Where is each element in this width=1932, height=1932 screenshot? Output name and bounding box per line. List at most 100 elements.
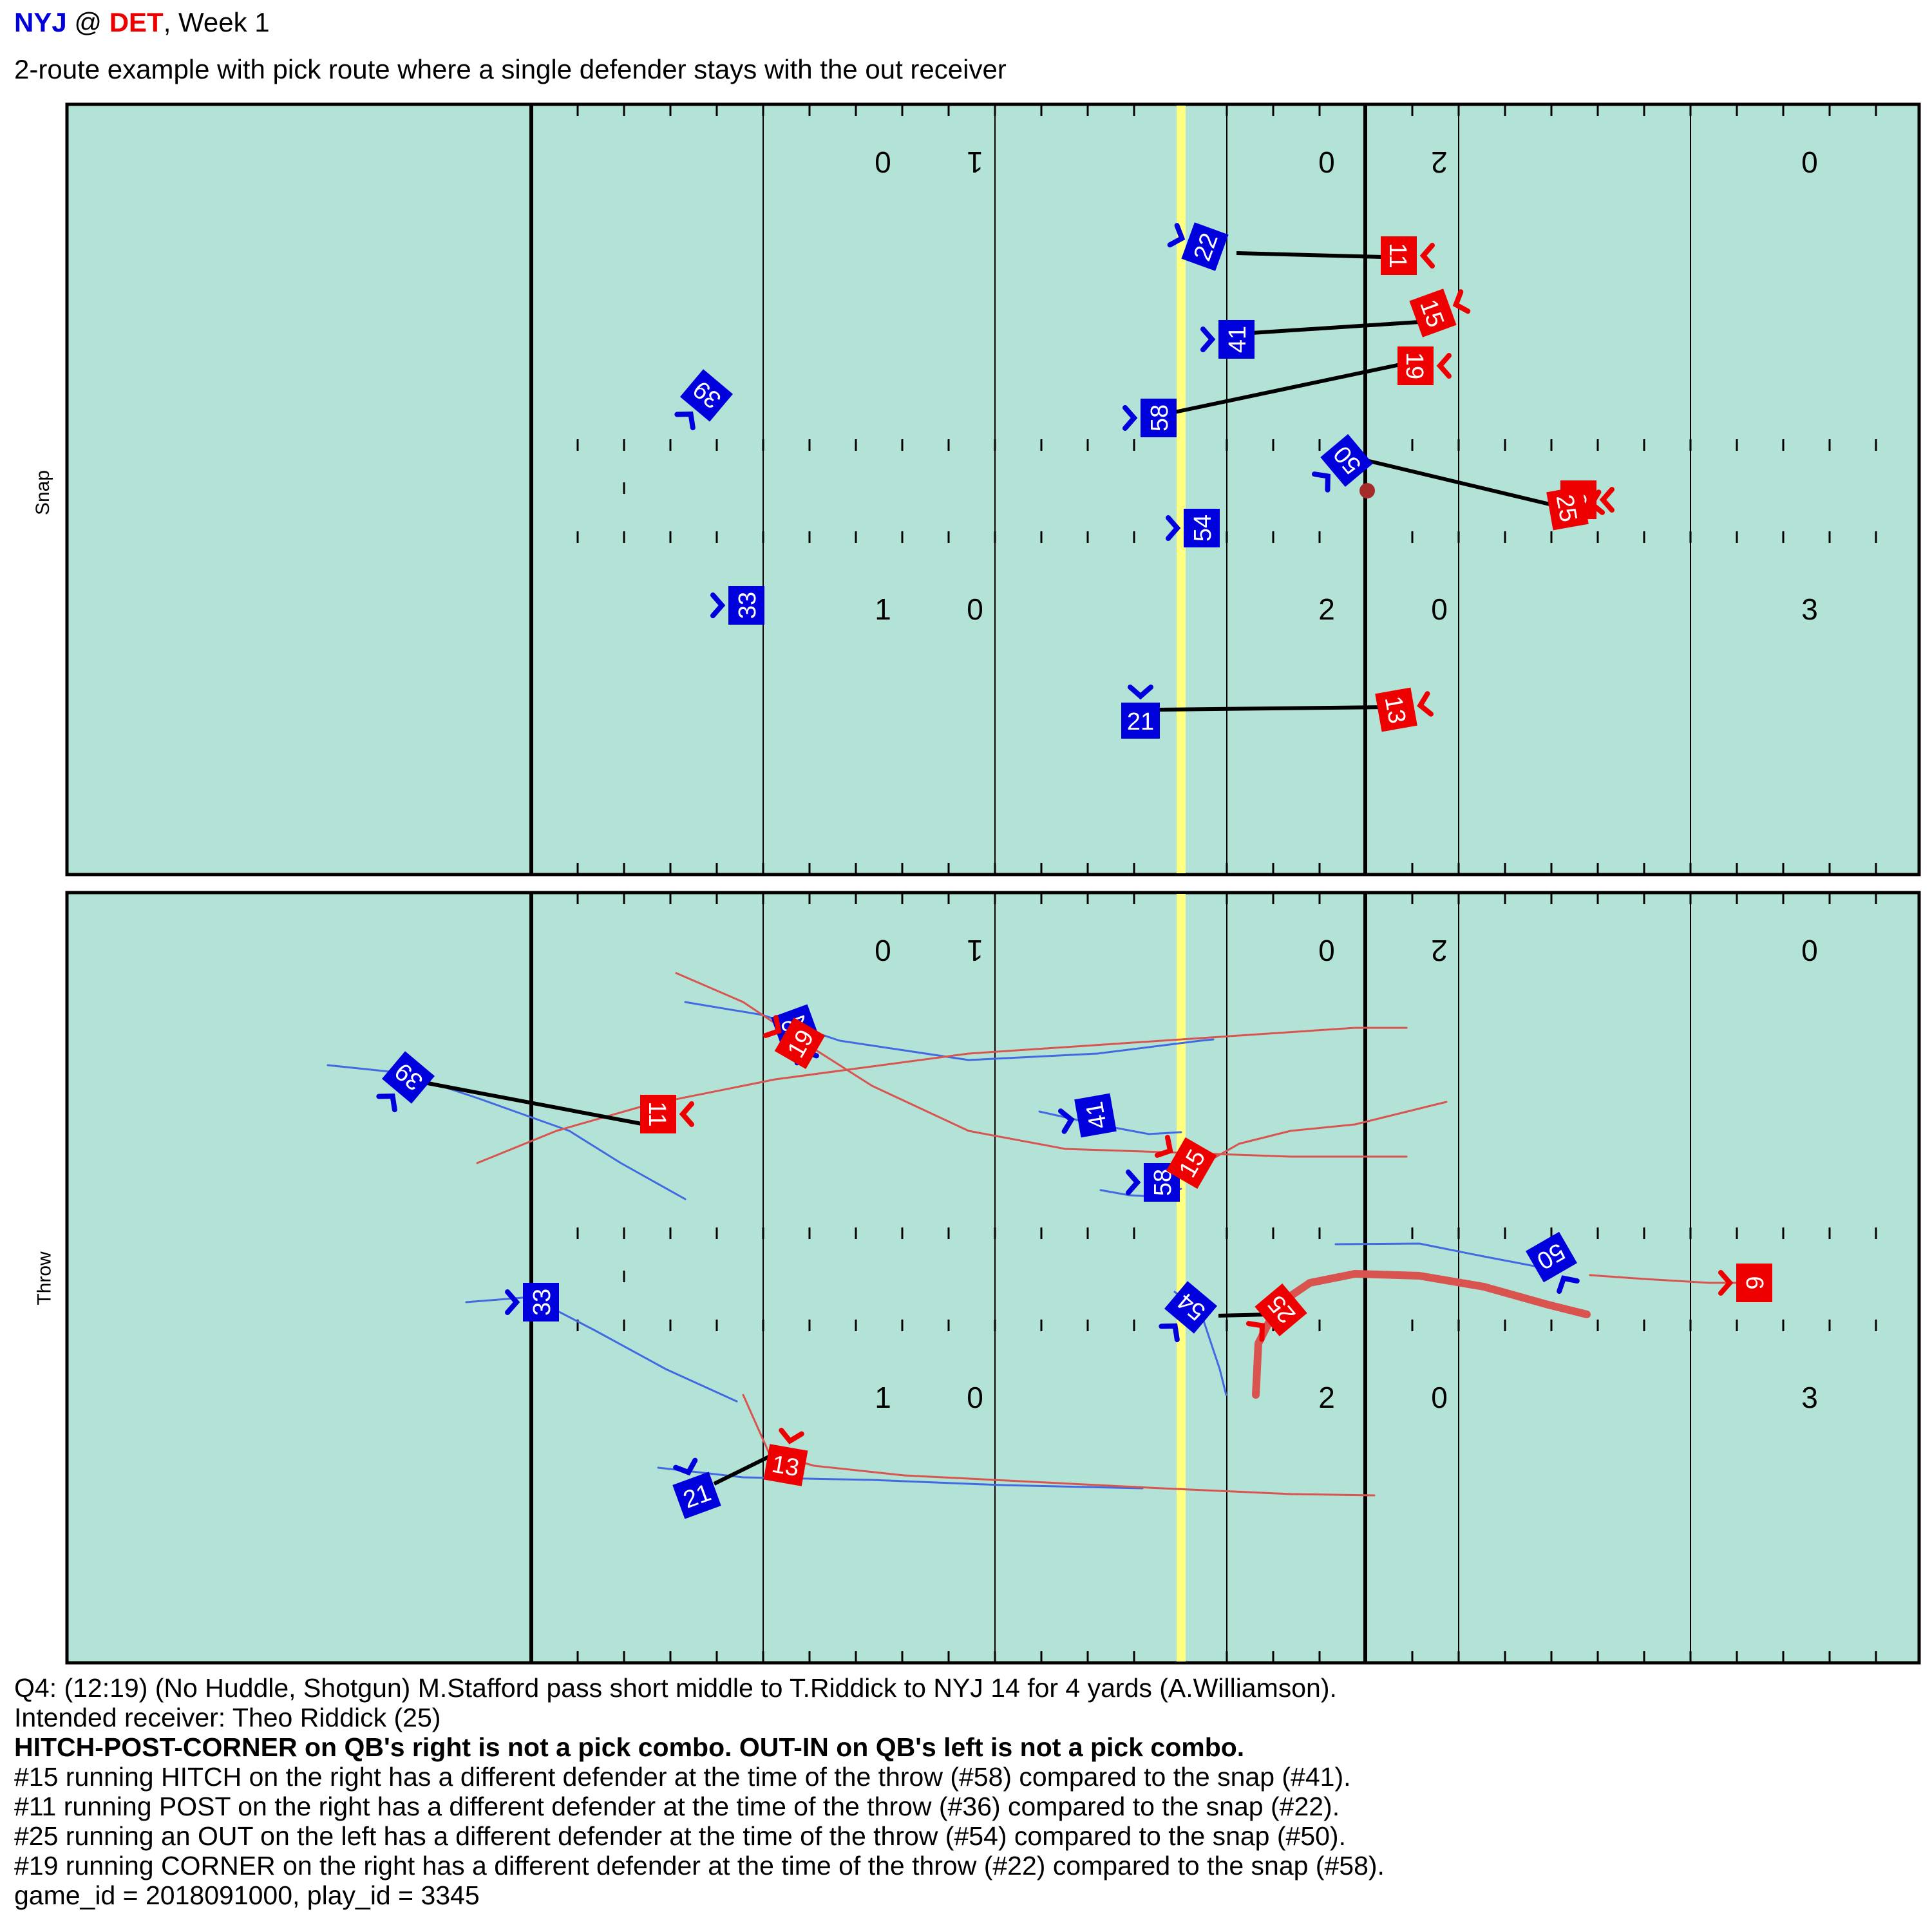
player-box bbox=[382, 1051, 435, 1104]
receiver-route bbox=[476, 1027, 1408, 1164]
player-box bbox=[1546, 486, 1589, 531]
matchup-line bbox=[1158, 705, 1388, 712]
facing-chevron bbox=[1311, 471, 1331, 493]
line-of-scrimmage bbox=[1177, 894, 1186, 1662]
player-box bbox=[1409, 289, 1457, 337]
yard-number: 0 bbox=[875, 934, 891, 967]
field-background bbox=[65, 891, 1921, 1665]
jersey-number: 54 bbox=[1189, 515, 1217, 542]
jersey-number: 41 bbox=[1224, 326, 1251, 353]
yard-number: 1 bbox=[967, 146, 983, 179]
yard-number: 1 bbox=[967, 934, 983, 967]
receiver-marker: 19 bbox=[762, 1015, 826, 1069]
player-box bbox=[1121, 703, 1160, 739]
facing-chevron bbox=[710, 592, 726, 618]
field-background bbox=[65, 102, 1921, 876]
matchup-line bbox=[427, 1081, 652, 1128]
player-box bbox=[640, 1095, 676, 1133]
yard-number: 0 bbox=[1318, 934, 1335, 967]
facing-chevron bbox=[1599, 487, 1615, 513]
facing-chevron bbox=[679, 1101, 694, 1127]
receiver-marker: 13 bbox=[1375, 687, 1434, 732]
jersey-number: 11 bbox=[1384, 243, 1411, 268]
player-box bbox=[1375, 687, 1417, 732]
receiver-marker: 25 bbox=[1546, 486, 1605, 531]
jersey-number: 11 bbox=[643, 1101, 670, 1126]
route-note: #19 running CORNER on the right has a di… bbox=[14, 1851, 1385, 1880]
defender-marker: 22 bbox=[1167, 222, 1229, 271]
player-box bbox=[1736, 1264, 1772, 1302]
throw-panel-field: 0102010203392841583354502111191525913 bbox=[65, 891, 1921, 1665]
facing-chevron bbox=[1557, 1275, 1580, 1294]
player-box bbox=[1526, 1231, 1577, 1283]
yard-number: 0 bbox=[967, 592, 983, 626]
receiver-route bbox=[1252, 1270, 1591, 1399]
intended-receiver: Intended receiver: Theo Riddick (25) bbox=[14, 1703, 441, 1732]
matchup-line bbox=[1251, 320, 1420, 335]
facing-chevron bbox=[674, 412, 696, 431]
yard-number: 2 bbox=[1318, 592, 1335, 626]
matchup-line bbox=[713, 1455, 770, 1486]
yard-number: 0 bbox=[1801, 146, 1818, 179]
football-marker bbox=[1359, 483, 1375, 498]
snap-panel-field: 0102010203224158395054332111151992513 bbox=[65, 102, 1921, 876]
away-team: NYJ bbox=[14, 7, 67, 37]
facing-chevron bbox=[1154, 1135, 1173, 1158]
facing-chevron bbox=[376, 1094, 397, 1113]
jersey-number: 21 bbox=[1127, 708, 1154, 735]
player-box bbox=[523, 1283, 559, 1321]
chart-title: NYJ @ DET, Week 1 bbox=[14, 6, 270, 39]
facing-chevron bbox=[1452, 289, 1471, 314]
defender-marker: 41 bbox=[1058, 1093, 1117, 1138]
facing-chevron bbox=[1159, 1323, 1180, 1343]
chart-subtitle: 2-route example with pick route where a … bbox=[14, 54, 1007, 84]
player-box bbox=[1166, 1137, 1217, 1189]
defender-marker: 50 bbox=[1526, 1231, 1580, 1294]
yard-number: 0 bbox=[875, 146, 891, 179]
defender-track bbox=[465, 1296, 738, 1403]
jersey-number: 19 bbox=[1401, 352, 1428, 379]
player-box bbox=[1397, 346, 1434, 385]
player-box bbox=[763, 1444, 808, 1486]
route-note: #25 running an OUT on the left has a dif… bbox=[14, 1821, 1346, 1851]
jersey-number: 9 bbox=[1742, 1276, 1769, 1289]
jersey-number: 25 bbox=[1551, 493, 1582, 524]
home-team: DET bbox=[109, 7, 164, 37]
matchup-line bbox=[1174, 361, 1407, 414]
player-box bbox=[1141, 399, 1177, 437]
play-footer: Q4: (12:19) (No Huddle, Shotgun) M.Staff… bbox=[14, 1673, 1385, 1910]
receiver-route bbox=[675, 972, 1408, 1158]
defender-track bbox=[657, 1466, 1144, 1490]
yard-number: 1 bbox=[875, 1381, 891, 1414]
matchup-line bbox=[1366, 459, 1575, 512]
facing-chevron bbox=[1166, 515, 1181, 541]
jersey-number: 13 bbox=[1379, 694, 1411, 726]
defender-marker: 21 bbox=[672, 1457, 721, 1519]
yard-number: 0 bbox=[1431, 592, 1448, 626]
yard-number: 0 bbox=[1801, 934, 1818, 967]
player-box bbox=[680, 369, 733, 422]
panel-label-throw: Throw bbox=[33, 1251, 55, 1305]
jersey-number: 33 bbox=[529, 1289, 556, 1316]
player-box bbox=[1320, 434, 1373, 487]
facing-chevron bbox=[1419, 243, 1435, 269]
facing-chevron bbox=[673, 1457, 698, 1476]
player-box bbox=[1184, 509, 1220, 547]
yard-number: 2 bbox=[1318, 1381, 1335, 1414]
defender-marker: 33 bbox=[710, 586, 764, 625]
matchup-line bbox=[1236, 251, 1383, 259]
facing-chevron bbox=[1718, 1270, 1734, 1296]
player-box bbox=[1164, 1281, 1217, 1334]
facing-chevron bbox=[1245, 1321, 1265, 1342]
facing-chevron bbox=[1058, 1108, 1075, 1134]
defender-marker: 39 bbox=[674, 369, 733, 431]
defender-marker: 54 bbox=[1166, 509, 1220, 547]
player-box bbox=[672, 1472, 721, 1519]
jersey-number: 13 bbox=[770, 1451, 801, 1482]
receiver-route bbox=[1193, 1101, 1448, 1171]
facing-chevron bbox=[1122, 405, 1138, 431]
defender-marker: 41 bbox=[1200, 320, 1255, 359]
facing-chevron bbox=[762, 1015, 782, 1038]
panel-label-snap: Snap bbox=[32, 469, 54, 516]
facing-chevron bbox=[1200, 327, 1216, 352]
